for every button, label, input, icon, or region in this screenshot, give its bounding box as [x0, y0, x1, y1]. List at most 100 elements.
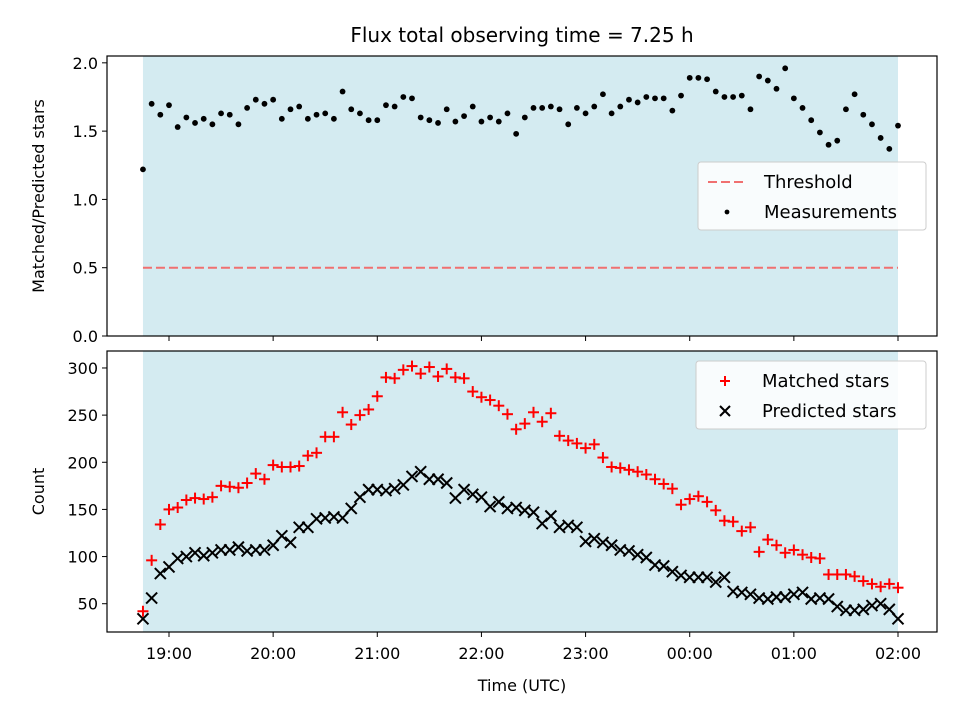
measurements-point-31: [409, 95, 415, 102]
bot-legend-box: [695, 360, 927, 430]
measurements-point-41: [495, 118, 502, 125]
top-ytick-label-2: 1.0: [73, 190, 98, 209]
matched-stars-point-26: [363, 403, 375, 415]
predicted-stars-point-0: [136, 612, 150, 626]
measurements-point-66: [712, 88, 719, 95]
matched-stars-point-86: [883, 578, 895, 590]
matched-stars-point-15: [267, 459, 279, 471]
matched-stars-point-60: [658, 478, 670, 490]
measurements-point-14: [261, 100, 268, 107]
bottom-panel: 50 100 150 200 250 300 19:00 20:00 21:00 22:00 23:…: [29, 350, 938, 663]
matched-stars-point-56: [623, 464, 635, 476]
measurements-point-38: [469, 103, 476, 110]
predicted-stars-point-34: [431, 473, 445, 486]
matched-stars-point-69: [736, 525, 748, 537]
predicted-stars-point-74: [778, 590, 792, 604]
bottom-panel-frame: [106, 350, 938, 633]
predicted-stars-point-54: [605, 539, 618, 552]
measurements-point-25: [357, 110, 363, 117]
matched-stars-point-38: [467, 386, 479, 398]
measurements-point-7: [200, 115, 207, 122]
measurements-point-65: [704, 76, 710, 83]
measurements-point-86: [886, 145, 893, 152]
x-tick-label-1: 20:00: [250, 644, 296, 663]
matched-stars-point-64: [692, 490, 704, 502]
matched-stars-point-24: [345, 419, 357, 431]
predicted-stars-point-2: [154, 567, 167, 580]
chart-title: Flux total observing time = 7.25 h: [350, 23, 693, 47]
bottom-y-axis-label: Count: [29, 468, 48, 516]
predicted-stars-point-45: [527, 506, 540, 519]
matched-stars-point-41: [493, 400, 505, 412]
predicted-stars-point-7: [197, 549, 210, 562]
x-tick-label-3: 22:00: [458, 644, 504, 663]
measurements-point-37: [461, 113, 467, 119]
top-ytick-label-3: 1.5: [73, 122, 98, 141]
measurements-point-27: [374, 117, 381, 124]
measurements-point-19: [304, 115, 311, 122]
measurements-point-39: [478, 118, 485, 125]
matched-stars-point-0: [137, 605, 149, 617]
measurements-point-11: [235, 121, 242, 128]
matched-stars-point-81: [840, 568, 852, 580]
predicted-stars-point-66: [709, 575, 722, 589]
matched-stars-point-33: [423, 361, 435, 373]
predicted-stars-point-65: [700, 571, 714, 584]
predicted-stars-point-35: [440, 476, 453, 490]
matched-stars-point-2: [154, 519, 166, 531]
predicted-stars-point-43: [509, 501, 523, 514]
matched-stars-point-63: [684, 493, 696, 505]
measurements-point-48: [556, 106, 563, 113]
matched-stars-point-68: [727, 516, 739, 528]
measurements-point-45: [530, 105, 537, 111]
matched-stars-point-49: [562, 435, 574, 447]
matched-stars-point-37: [458, 372, 470, 384]
matched-stars-point-74: [779, 547, 791, 559]
measurements-point-83: [860, 111, 867, 118]
matched-stars-point-62: [675, 499, 687, 511]
matched-stars-point-59: [649, 473, 661, 485]
matched-stars-point-75: [788, 544, 800, 556]
measurements-point-68: [730, 94, 737, 100]
bot-ytick-label-5: 300: [67, 359, 98, 378]
measurements-point-17: [287, 106, 294, 113]
measurements-point-78: [816, 129, 823, 136]
matched-stars-point-19: [302, 450, 314, 462]
predicted-stars-point-67: [718, 571, 731, 584]
matched-stars-point-45: [528, 406, 539, 418]
top-legend: Threshold Measurements: [697, 161, 927, 231]
measurements-point-63: [686, 74, 693, 81]
matched-stars-point-58: [640, 469, 652, 481]
measurements-point-71: [756, 73, 763, 80]
matched-stars-point-43: [510, 423, 522, 435]
matched-stars-point-72: [762, 534, 774, 546]
matched-stars-point-22: [328, 431, 340, 443]
measurements-point-50: [573, 105, 580, 111]
predicted-stars-point-8: [206, 546, 219, 559]
matched-stars-point-23: [337, 406, 349, 418]
measurements-point-47: [547, 103, 554, 110]
top-legend-label-1: Measurements: [764, 202, 897, 223]
measurements-point-54: [608, 110, 615, 117]
predicted-stars-point-52: [588, 532, 601, 545]
top-legend-box: [697, 161, 927, 231]
measurements-point-35: [443, 106, 450, 113]
predicted-stars-point-14: [258, 543, 271, 557]
predicted-stars-point-6: [188, 546, 202, 559]
top-y-axis-label: Matched/Predicted stars: [29, 99, 48, 293]
bot-ytick-label-3: 200: [67, 453, 98, 472]
predicted-stars-point-5: [180, 550, 193, 563]
predicted-stars-point-1: [145, 591, 158, 605]
measurements-point-3: [166, 102, 172, 109]
matched-stars-point-66: [710, 504, 722, 516]
matched-stars-point-5: [180, 494, 192, 506]
measurements-point-13: [252, 96, 259, 103]
predicted-stars-point-57: [631, 548, 644, 561]
measurements-point-53: [600, 91, 606, 98]
measurements-point-75: [790, 95, 797, 102]
matched-stars-point-27: [371, 390, 383, 402]
measurements-point-34: [435, 120, 441, 126]
measurements-point-6: [192, 120, 198, 126]
predicted-stars-point-80: [831, 600, 844, 613]
